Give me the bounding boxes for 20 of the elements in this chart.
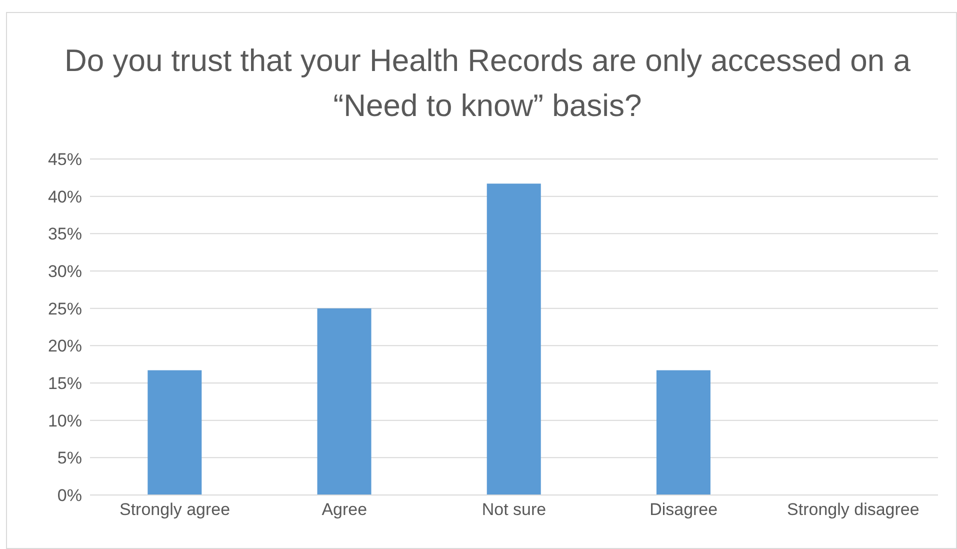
x-tick-label: Agree	[322, 500, 368, 520]
x-tick-label: Strongly disagree	[787, 500, 920, 520]
y-tick-label: 15%	[48, 374, 82, 394]
bar	[486, 184, 541, 495]
y-tick-label: 0%	[57, 486, 82, 506]
y-tick-label: 45%	[48, 150, 82, 170]
y-tick-label: 35%	[48, 224, 82, 244]
y-tick-label: 5%	[57, 448, 82, 468]
y-tick-label: 25%	[48, 299, 82, 318]
bar	[148, 370, 202, 495]
y-tick-label: 20%	[48, 336, 82, 356]
bar	[656, 370, 710, 495]
x-tick-label: Not sure	[482, 500, 546, 520]
bar	[317, 308, 372, 495]
y-tick-label: 10%	[48, 411, 82, 430]
y-tick-label: 40%	[48, 187, 82, 206]
x-tick-label: Disagree	[650, 500, 718, 520]
y-tick-label: 30%	[48, 262, 82, 282]
chart-title: Do you trust that your Health Records are only accessed on a “Need to know” basis?	[63, 42, 912, 125]
x-tick-label: Strongly agree	[120, 500, 230, 520]
